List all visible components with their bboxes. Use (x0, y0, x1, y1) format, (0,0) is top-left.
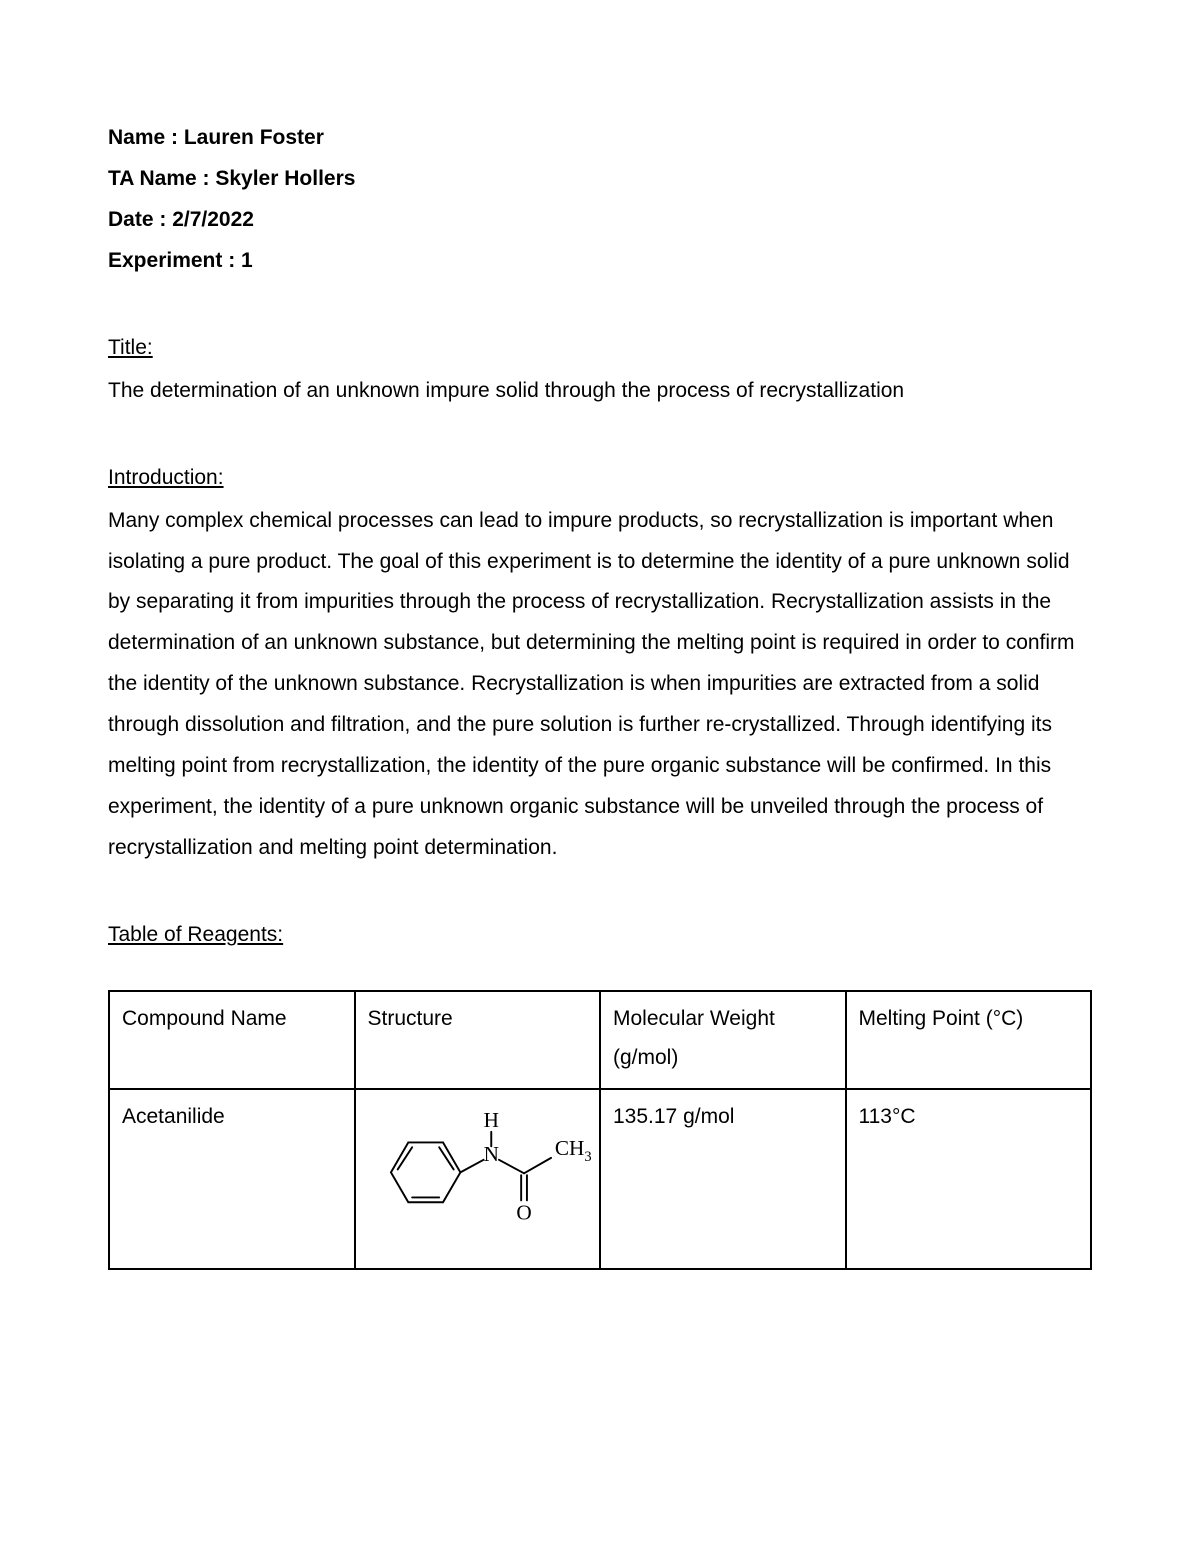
date-value: 2/7/2022 (172, 208, 254, 231)
table-row: Acetanilide (109, 1089, 1091, 1270)
svg-text:H: H (483, 1108, 498, 1132)
svg-text:N: N (483, 1141, 498, 1165)
col-header-molecular-weight: Molecular Weight (g/mol) (600, 991, 846, 1089)
name-label: Name : (108, 126, 184, 149)
experiment-label: Experiment : (108, 249, 241, 272)
experiment-value: 1 (241, 249, 253, 272)
document-header: Name : Lauren Foster TA Name : Skyler Ho… (108, 118, 1092, 282)
svg-text:CH3: CH3 (554, 1136, 591, 1165)
ta-value: Skyler Hollers (215, 167, 355, 190)
col-header-melting-point: Melting Point (°C) (846, 991, 1092, 1089)
reagents-table: Compound Name Structure Molecular Weight… (108, 990, 1092, 1270)
svg-text:O: O (516, 1200, 531, 1224)
cell-structure: N H O CH3 (355, 1089, 601, 1270)
date-line: Date : 2/7/2022 (108, 200, 1092, 241)
cell-compound-name: Acetanilide (109, 1089, 355, 1270)
introduction-text: Many complex chemical processes can lead… (108, 501, 1092, 869)
title-heading: Title: (108, 328, 1092, 369)
cell-melting-point: 113°C (846, 1089, 1092, 1270)
ta-line: TA Name : Skyler Hollers (108, 159, 1092, 200)
name-value: Lauren Foster (184, 126, 324, 149)
col-header-structure: Structure (355, 991, 601, 1089)
ta-label: TA Name : (108, 167, 215, 190)
date-label: Date : (108, 208, 172, 231)
table-header-row: Compound Name Structure Molecular Weight… (109, 991, 1091, 1089)
title-section: Title: The determination of an unknown i… (108, 328, 1092, 412)
title-text: The determination of an unknown impure s… (108, 371, 1092, 412)
experiment-line: Experiment : 1 (108, 241, 1092, 282)
introduction-section: Introduction: Many complex chemical proc… (108, 458, 1092, 869)
cell-molecular-weight: 135.17 g/mol (600, 1089, 846, 1270)
col-header-compound-name: Compound Name (109, 991, 355, 1089)
introduction-heading: Introduction: (108, 458, 1092, 499)
reagents-heading: Table of Reagents: (108, 915, 1092, 956)
acetanilide-structure-icon: N H O CH3 (362, 1100, 594, 1245)
name-line: Name : Lauren Foster (108, 118, 1092, 159)
